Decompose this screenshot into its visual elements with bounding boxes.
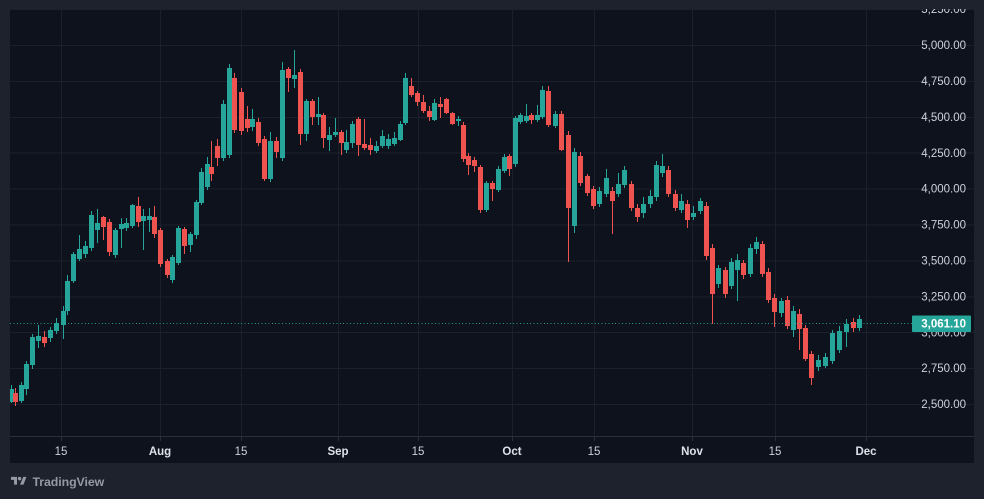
svg-text:4,500.00: 4,500.00 xyxy=(921,112,966,124)
svg-text:Dec: Dec xyxy=(855,446,877,458)
svg-text:2,500.00: 2,500.00 xyxy=(921,399,966,411)
svg-text:15: 15 xyxy=(235,446,248,458)
svg-text:3,500.00: 3,500.00 xyxy=(921,256,966,268)
svg-text:15: 15 xyxy=(769,446,782,458)
svg-text:15: 15 xyxy=(588,446,601,458)
svg-text:3,061.10: 3,061.10 xyxy=(921,319,966,331)
svg-text:Oct: Oct xyxy=(502,446,521,458)
svg-text:3,750.00: 3,750.00 xyxy=(921,220,966,232)
svg-text:4,250.00: 4,250.00 xyxy=(921,148,966,160)
svg-text:2,750.00: 2,750.00 xyxy=(921,363,966,375)
svg-text:4,750.00: 4,750.00 xyxy=(921,76,966,88)
svg-text:4,000.00: 4,000.00 xyxy=(921,184,966,196)
svg-text:Aug: Aug xyxy=(149,446,171,458)
svg-text:3,250.00: 3,250.00 xyxy=(921,291,966,303)
svg-text:5,250.00: 5,250.00 xyxy=(921,9,966,16)
svg-text:TradingView: TradingView xyxy=(33,475,105,489)
svg-text:Sep: Sep xyxy=(327,446,348,458)
svg-text:15: 15 xyxy=(55,446,68,458)
svg-text:5,000.00: 5,000.00 xyxy=(921,40,966,52)
svg-text:Nov: Nov xyxy=(681,446,703,458)
svg-text:15: 15 xyxy=(412,446,425,458)
